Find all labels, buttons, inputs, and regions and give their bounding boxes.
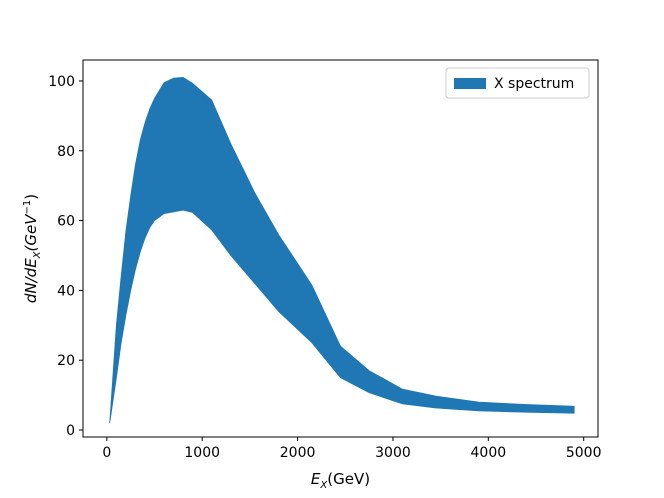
x-tick-label: 5000 bbox=[566, 445, 602, 461]
x-tick-label: 3000 bbox=[375, 445, 411, 461]
x-axis-label-sub: X bbox=[319, 480, 328, 491]
y-tick-label: 100 bbox=[48, 74, 75, 90]
legend-swatch bbox=[454, 78, 486, 89]
y-axis-label: dN/dEX(GeV−1) bbox=[22, 194, 43, 303]
y-tick-label: 40 bbox=[57, 283, 75, 299]
x-tick-label: 1000 bbox=[184, 445, 220, 461]
x-tick-label: 2000 bbox=[280, 445, 316, 461]
y-axis-label-unit-close: ) bbox=[22, 194, 40, 200]
y-axis-ticks: 0 20 40 60 80 100 bbox=[48, 74, 83, 439]
y-tick-label: 20 bbox=[57, 353, 75, 369]
x-axis-label-main: E bbox=[311, 470, 321, 488]
y-axis-label-prefix: dN/dE bbox=[22, 258, 40, 303]
x-tick-label: 4000 bbox=[471, 445, 507, 461]
y-axis-label-unit-open: (GeV bbox=[22, 213, 40, 252]
y-tick-label: 80 bbox=[57, 144, 75, 160]
series-band-0 bbox=[109, 77, 575, 424]
legend-label: X spectrum bbox=[494, 76, 574, 92]
legend-box bbox=[445, 67, 590, 99]
y-tick-label: 0 bbox=[66, 423, 75, 439]
x-axis-ticks: 0 1000 2000 3000 4000 5000 bbox=[102, 437, 602, 461]
x-tick-label: 0 bbox=[102, 445, 111, 461]
x-axis-label-unit: (GeV) bbox=[327, 470, 370, 488]
y-axis-label-sub: X bbox=[32, 250, 43, 259]
plot-frame bbox=[82, 59, 599, 438]
y-tick-label: 60 bbox=[57, 214, 75, 230]
y-axis-label-sup: −1 bbox=[22, 200, 33, 215]
x-axis-label: EX(GeV) bbox=[311, 470, 370, 491]
band-layer bbox=[109, 77, 575, 424]
legend: X spectrum bbox=[445, 67, 590, 99]
